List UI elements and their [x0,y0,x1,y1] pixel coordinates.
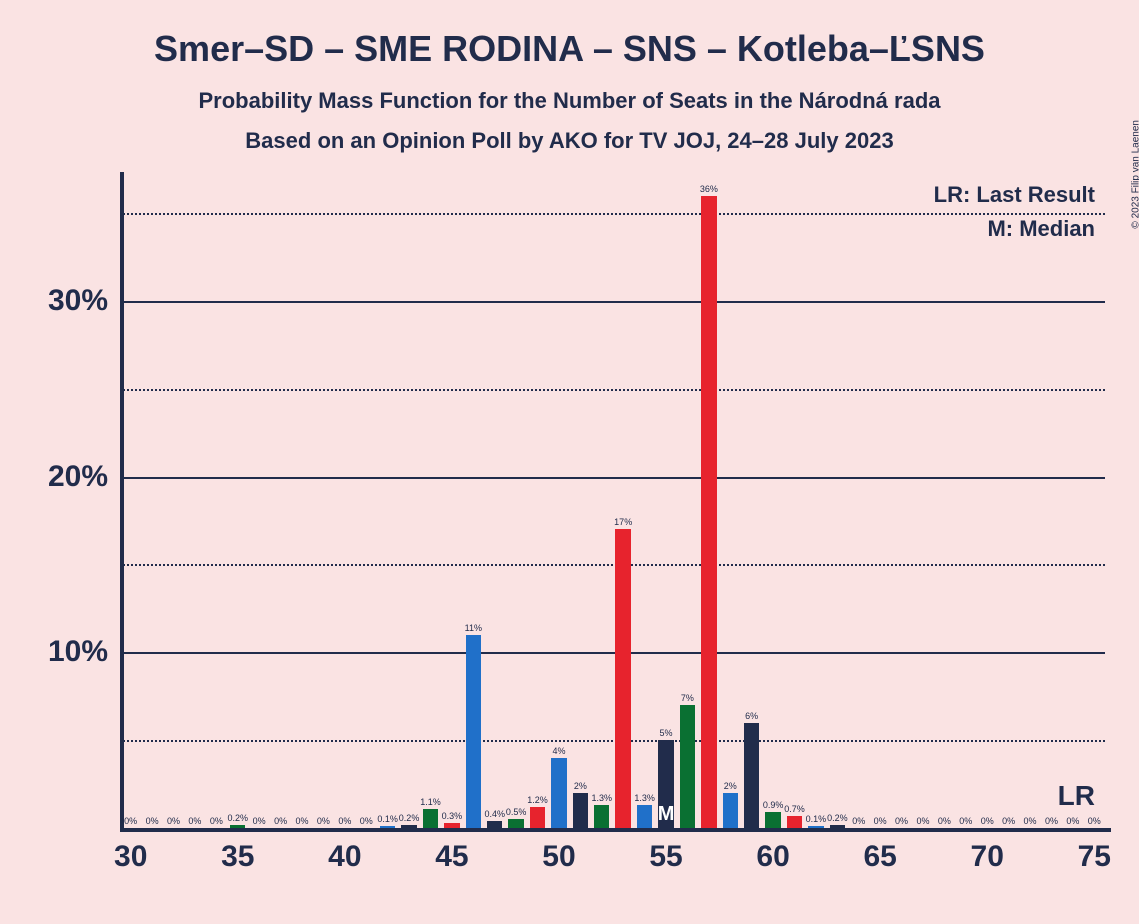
legend-lr: LR: Last Result [934,182,1095,208]
bar-value-label: 0% [274,816,287,826]
legend-m: M: Median [987,216,1095,242]
y-tick-label: 30% [48,284,108,318]
bar-value-label: 0% [295,816,308,826]
bar-value-label: 0% [981,816,994,826]
bar: 11% [466,635,481,828]
bar-value-label: 0% [1045,816,1058,826]
bar-value-label: 0.5% [506,807,527,817]
bar-value-label: 0.4% [484,809,505,819]
chart-subtitle-1: Probability Mass Function for the Number… [0,88,1139,114]
bar-value-label: 2% [724,781,737,791]
bar-value-label: 0.3% [442,811,463,821]
y-tick-label: 10% [48,635,108,669]
x-tick-label: 30 [114,840,147,874]
x-tick-label: 60 [756,840,789,874]
bar: 0.9% [765,812,780,828]
bar: 36% [701,196,716,828]
bar-value-label: 6% [745,711,758,721]
bar-value-label: 0.2% [827,813,848,823]
bar-value-label: 0% [167,816,180,826]
chart-subtitle-2: Based on an Opinion Poll by AKO for TV J… [0,128,1139,154]
bar-value-label: 2% [574,781,587,791]
bar-value-label: 0% [1024,816,1037,826]
bar-value-label: 0.7% [784,804,805,814]
bar-value-label: 4% [552,746,565,756]
bar-value-label: 11% [465,623,482,633]
bar-value-label: 1.1% [420,797,441,807]
y-axis [120,172,124,828]
bar-value-label: 0% [253,816,266,826]
bar: 1.3% [637,805,652,828]
bar: 0.7% [787,816,802,828]
bar-value-label: 0.2% [399,813,420,823]
bar-value-label: 0.1% [806,814,827,824]
bar-value-label: 1.3% [634,793,655,803]
bar-value-label: 0% [146,816,159,826]
bar-value-label: 0% [1088,816,1101,826]
bar-value-label: 0% [874,816,887,826]
gridline-major [120,477,1105,479]
bar: 7% [680,705,695,828]
bar-value-label: 0.1% [377,814,398,824]
bar: 2% [723,793,738,828]
bar-value-label: 0% [360,816,373,826]
gridline-major [120,301,1105,303]
x-tick-label: 55 [649,840,682,874]
gridline-minor [120,213,1105,215]
gridline-major [120,652,1105,654]
x-tick-label: 50 [542,840,575,874]
bar: 4% [551,758,566,828]
bar-value-label: 0% [317,816,330,826]
chart-canvas: Smer–SD – SME RODINA – SNS – Kotleba–ĽSN… [0,0,1139,924]
gridline-minor [120,564,1105,566]
x-tick-label: 75 [1078,840,1111,874]
bar: 0.5% [508,819,523,828]
x-tick-label: 45 [435,840,468,874]
bar-value-label: 7% [681,693,694,703]
bar: 1.2% [530,807,545,828]
bar-value-label: 0% [188,816,201,826]
chart-title: Smer–SD – SME RODINA – SNS – Kotleba–ĽSN… [0,28,1139,70]
bar: 1.1% [423,809,438,828]
x-tick-label: 65 [863,840,896,874]
bar-value-label: 0.2% [228,813,249,823]
bar-value-label: 0% [959,816,972,826]
bar-value-label: 0% [124,816,137,826]
bar-value-label: 1.3% [592,793,613,803]
bar-value-label: 0% [895,816,908,826]
bar-value-label: 0% [1066,816,1079,826]
bar: 17% [615,529,630,828]
bar-value-label: 0% [210,816,223,826]
bar: 2% [573,793,588,828]
bar-value-label: 0% [338,816,351,826]
bar-value-label: 36% [700,184,718,194]
bar-value-label: 17% [614,517,632,527]
x-tick-label: 35 [221,840,254,874]
y-tick-label: 20% [48,460,108,494]
x-tick-label: 40 [328,840,361,874]
bar-value-label: 0% [916,816,929,826]
bar-value-label: 1.2% [527,795,548,805]
copyright-text: © 2023 Filip van Laenen [1131,120,1139,229]
bar-value-label: 0.9% [763,800,784,810]
lr-axis-label: LR [1058,780,1095,812]
bar-value-label: 0% [938,816,951,826]
x-tick-label: 70 [971,840,1004,874]
bar: 1.3% [594,805,609,828]
bar: 0.4% [487,821,502,828]
plot-area: 10%20%30%0%0%0%0%0%0.2%0%0%0%0%0%0%0.1%0… [120,178,1105,828]
gridline-minor [120,389,1105,391]
bar-value-label: 0% [852,816,865,826]
bar-value-label: 5% [660,728,673,738]
bar: 6% [744,723,759,828]
x-axis [120,828,1111,832]
median-marker: M [658,803,675,826]
bar-value-label: 0% [1002,816,1015,826]
gridline-minor [120,740,1105,742]
